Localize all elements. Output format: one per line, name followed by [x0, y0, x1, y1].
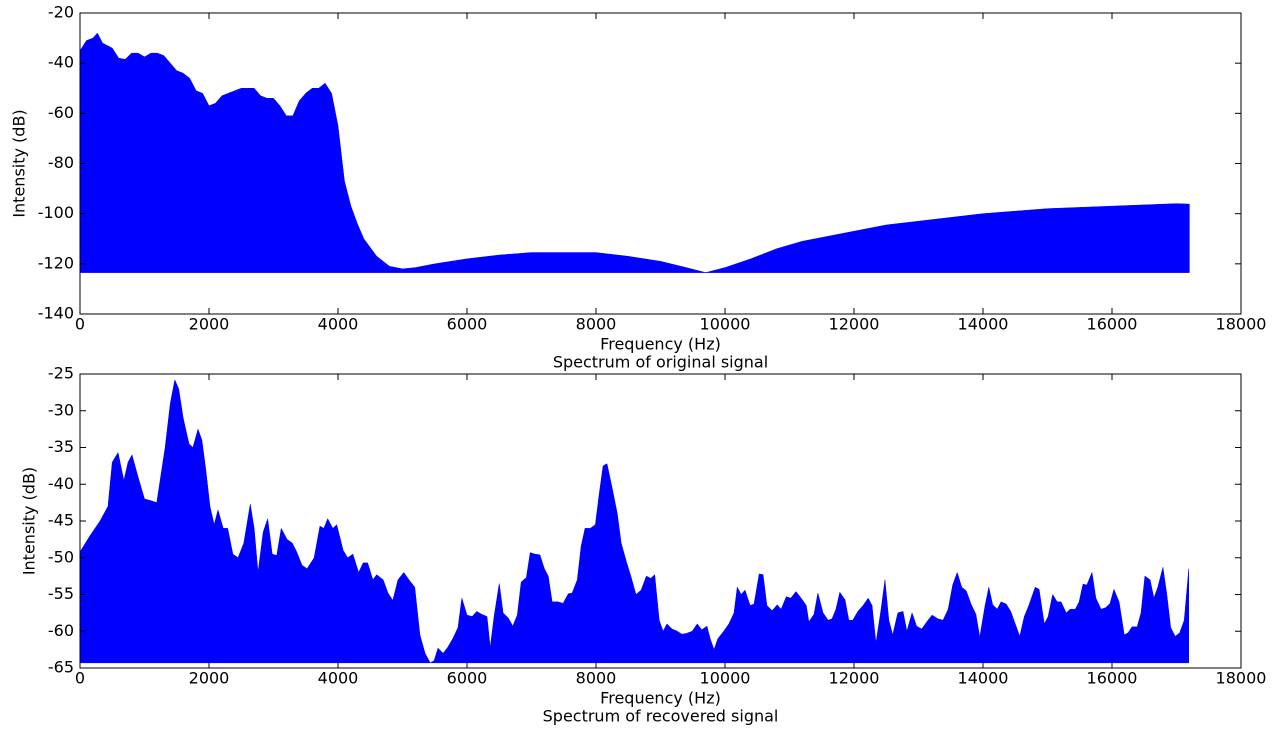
x-axis-label: Frequency (Hz)	[600, 689, 721, 708]
x-tick-label: 12000	[829, 669, 880, 688]
x-tick-label: 14000	[958, 669, 1009, 688]
x-tick-label: 14000	[958, 315, 1009, 334]
x-tick-label: 4000	[318, 315, 359, 334]
y-tick-label: -80	[48, 153, 74, 172]
x-tick-label: 0	[75, 669, 85, 688]
x-tick-label: 16000	[1087, 315, 1138, 334]
x-tick-label: 12000	[829, 315, 880, 334]
chart-title: Spectrum of original signal	[553, 353, 768, 372]
y-tick-label: -60	[48, 621, 74, 640]
x-tick-label: 0	[75, 315, 85, 334]
x-tick-label: 2000	[189, 315, 230, 334]
x-tick-label: 6000	[447, 315, 488, 334]
y-tick-label: -100	[38, 203, 74, 222]
area	[79, 379, 1189, 664]
y-tick-label: -40	[48, 474, 74, 493]
x-tick-label: 6000	[447, 669, 488, 688]
y-tick-label: -20	[48, 3, 74, 22]
x-tick-label: 16000	[1087, 669, 1138, 688]
area	[79, 32, 1190, 273]
x-tick-label: 2000	[189, 669, 230, 688]
y-tick-label: -40	[48, 53, 74, 72]
x-tick-label: 18000	[1216, 669, 1267, 688]
y-tick-label: -65	[48, 658, 74, 677]
x-tick-label: 10000	[700, 315, 751, 334]
y-tick-label: -60	[48, 103, 74, 122]
x-tick-label: 4000	[318, 669, 359, 688]
x-tick-label: 18000	[1216, 315, 1267, 334]
y-tick-label: -140	[38, 304, 74, 323]
y-tick-label: -30	[48, 400, 74, 419]
y-tick-label: -35	[48, 437, 74, 456]
x-tick-label: 10000	[700, 669, 751, 688]
y-tick-label: -120	[38, 253, 74, 272]
x-tick-label: 8000	[576, 315, 617, 334]
y-axis-label: Intensity (dB)	[20, 467, 39, 575]
y-axis-label: Intensity (dB)	[10, 109, 29, 217]
y-tick-label: -45	[48, 511, 74, 530]
x-axis-label: Frequency (Hz)	[600, 335, 721, 354]
y-tick-label: -50	[48, 547, 74, 566]
x-tick-label: 8000	[576, 669, 617, 688]
chart-title: Spectrum of recovered signal	[543, 707, 779, 726]
y-tick-label: -55	[48, 584, 74, 603]
y-tick-label: -25	[48, 364, 74, 383]
